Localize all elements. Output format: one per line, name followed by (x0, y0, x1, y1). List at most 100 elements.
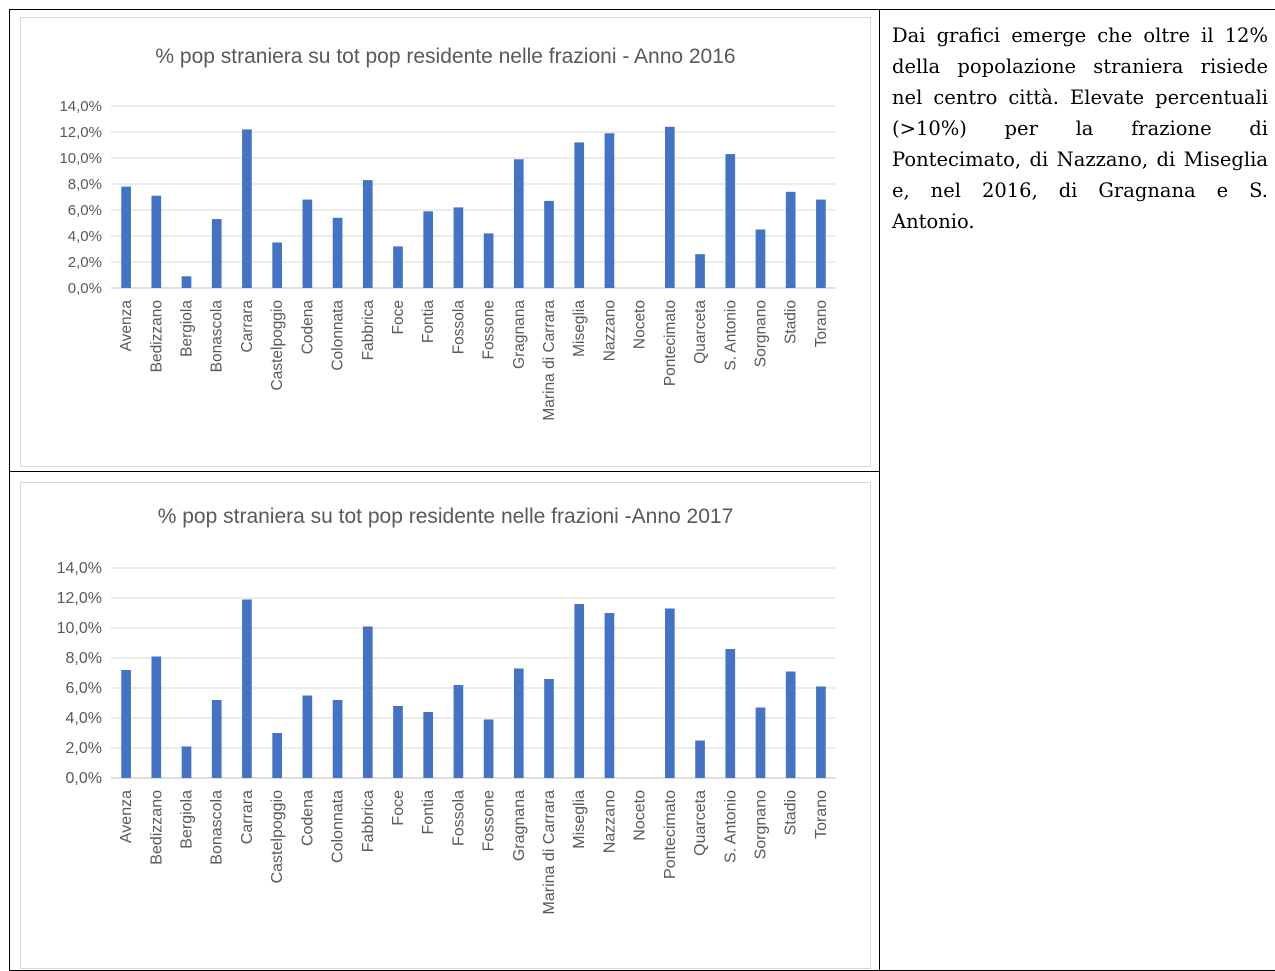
x-category-label-2016: Castelpoggio (269, 300, 286, 390)
y-tick-label-2017: 0,0% (66, 770, 102, 787)
x-category-label-2016: Foce (390, 300, 407, 334)
x-category-label-2017: Torano (813, 790, 830, 839)
x-category-label-2016: Stadio (783, 300, 800, 344)
chart-2017-plot: 0,0%2,0%4,0%6,0%8,0%10,0%12,0%14,0%Avenz… (21, 483, 870, 968)
bar-2017 (786, 672, 796, 779)
x-category-label-2017: Gragnana (511, 790, 528, 861)
y-tick-label-2016: 4,0% (68, 228, 102, 245)
x-category-label-2017: Codena (299, 790, 316, 846)
x-category-label-2017: Sorgnano (752, 790, 769, 859)
bar-2017 (303, 696, 313, 779)
x-category-label-2016: Quarceta (692, 300, 709, 364)
bar-2016 (182, 276, 192, 288)
layout-table: % pop straniera su tot pop residente nel… (9, 9, 1275, 971)
y-tick-label-2016: 2,0% (68, 254, 102, 271)
bar-2016 (393, 246, 403, 288)
x-category-label-2017: Miseglia (571, 790, 588, 849)
x-category-label-2017: Carrara (239, 790, 256, 844)
y-tick-label-2016: 8,0% (68, 176, 102, 193)
bar-2017 (544, 679, 554, 778)
x-category-label-2016: Marina di Carrara (541, 300, 558, 421)
x-category-label-2017: Colonnata (330, 790, 347, 863)
bar-2017 (574, 604, 584, 778)
bar-2017 (695, 741, 705, 779)
x-category-label-2017: Castelpoggio (269, 790, 286, 884)
bar-2016 (725, 154, 735, 288)
y-tick-label-2016: 10,0% (59, 150, 102, 167)
bar-2016 (695, 254, 705, 288)
bar-2016 (121, 187, 131, 288)
x-category-label-2017: S. Antonio (722, 790, 739, 863)
bar-2016 (454, 207, 464, 288)
bar-2017 (484, 720, 494, 779)
bar-2016 (242, 129, 252, 288)
bar-2016 (423, 211, 433, 288)
x-category-label-2016: Avenza (118, 300, 135, 352)
y-tick-label-2016: 12,0% (59, 124, 102, 141)
y-tick-label-2017: 14,0% (57, 560, 102, 577)
bar-2016 (816, 200, 826, 288)
bar-2017 (363, 627, 373, 779)
bar-2016 (574, 142, 584, 288)
y-tick-label-2016: 0,0% (68, 280, 102, 297)
side-note-paragraph: Dai grafici emerge che oltre il 12% dell… (892, 20, 1268, 237)
x-category-label-2016: Bonascola (209, 300, 226, 373)
x-category-label-2017: Fossola (450, 790, 467, 846)
bar-2017 (272, 733, 282, 778)
bar-2017 (333, 700, 343, 778)
chart-2016: % pop straniera su tot pop residente nel… (20, 17, 871, 467)
x-category-label-2016: Nazzano (601, 300, 618, 361)
bar-2017 (454, 685, 464, 778)
y-tick-label-2016: 14,0% (59, 98, 102, 115)
bar-2016 (151, 196, 161, 288)
x-category-label-2017: Stadio (783, 790, 800, 835)
bar-2016 (303, 200, 313, 288)
x-category-label-2016: Gragnana (511, 300, 528, 369)
bar-2017 (816, 687, 826, 779)
bar-2017 (151, 657, 161, 779)
y-tick-label-2017: 2,0% (66, 740, 102, 757)
x-category-label-2017: Foce (390, 790, 407, 826)
x-category-label-2017: Fabbrica (360, 790, 377, 852)
bar-2016 (756, 230, 766, 289)
bar-2016 (514, 159, 524, 288)
x-category-label-2016: Fabbrica (360, 300, 377, 361)
x-category-label-2016: Fontia (420, 300, 437, 343)
text-cell: Dai grafici emerge che oltre il 12% dell… (880, 10, 1275, 971)
bar-2017 (605, 613, 615, 778)
chart-cell-2016: % pop straniera su tot pop residente nel… (10, 10, 880, 472)
x-category-label-2017: Bedizzano (148, 790, 165, 865)
x-category-label-2016: Sorgnano (752, 300, 769, 367)
y-tick-label-2017: 6,0% (66, 680, 102, 697)
x-category-label-2016: Noceto (632, 300, 649, 349)
bar-2017 (212, 700, 222, 778)
x-category-label-2016: Colonnata (330, 300, 347, 371)
x-category-label-2017: Fontia (420, 790, 437, 835)
y-tick-label-2017: 10,0% (57, 620, 102, 637)
y-tick-label-2017: 12,0% (57, 590, 102, 607)
bar-2016 (484, 233, 494, 288)
x-category-label-2017: Fossone (481, 790, 498, 851)
bar-2016 (212, 219, 222, 288)
y-tick-label-2016: 6,0% (68, 202, 102, 219)
x-category-label-2016: Fossone (481, 300, 498, 359)
x-category-label-2017: Pontecimato (662, 790, 679, 879)
bar-2016 (333, 218, 343, 288)
bar-2017 (121, 670, 131, 778)
x-category-label-2017: Bonascola (209, 790, 226, 865)
bar-2016 (786, 192, 796, 288)
bar-2017 (514, 669, 524, 779)
x-category-label-2017: Nazzano (601, 790, 618, 853)
x-category-label-2016: Pontecimato (662, 300, 679, 386)
x-category-label-2016: Carrara (239, 300, 256, 353)
x-category-label-2016: Bedizzano (148, 300, 165, 372)
x-category-label-2017: Marina di Carrara (541, 790, 558, 915)
bar-2016 (272, 243, 282, 289)
x-category-label-2016: S. Antonio (722, 300, 739, 371)
x-category-label-2016: Miseglia (571, 300, 588, 357)
bar-2017 (756, 708, 766, 779)
bar-2016 (605, 133, 615, 288)
bar-2017 (242, 600, 252, 779)
x-category-label-2016: Codena (299, 300, 316, 355)
bar-2016 (363, 180, 373, 288)
